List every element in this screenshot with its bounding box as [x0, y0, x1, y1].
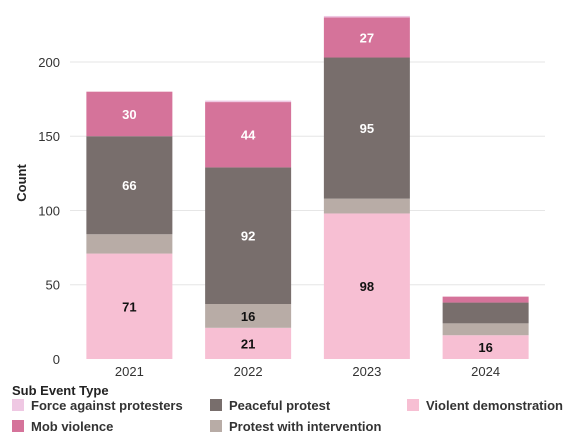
data-label: 66: [122, 178, 136, 193]
legend-item-label: Mob violence: [31, 419, 113, 434]
legend-swatch: [210, 420, 222, 432]
data-label: 30: [122, 107, 136, 122]
x-tick-label: 2022: [234, 364, 263, 379]
y-axis-label: Count: [14, 164, 29, 202]
bar-segment: [323, 57, 410, 199]
data-label: 44: [241, 128, 256, 143]
y-tick-label: 50: [46, 278, 60, 293]
x-axis: 2021 2022 2023 2024: [115, 364, 500, 379]
bar-segment: [86, 91, 173, 137]
bar-segment: [205, 102, 292, 168]
data-label: 21: [241, 336, 255, 351]
data-labels: 71 66 30 21 16 92 44 98 95 27 16: [122, 30, 493, 355]
bar-segment: [86, 234, 173, 254]
data-label: 92: [241, 229, 255, 244]
legend: Sub Event Type Force against protesters P…: [12, 383, 563, 434]
bar-segment: [323, 198, 410, 214]
data-label: 16: [241, 309, 255, 324]
bar-segment: [86, 136, 173, 235]
y-tick-label: 100: [38, 203, 60, 218]
y-tick-label: 200: [38, 55, 60, 70]
bar-segment: [323, 213, 410, 359]
y-tick-label: 0: [53, 352, 60, 367]
bar-segment: [205, 100, 292, 103]
bar-segment: [205, 327, 292, 359]
bar-segment: [442, 323, 529, 336]
bar-segment: [323, 17, 410, 58]
x-tick-label: 2021: [115, 364, 144, 379]
bar-segment: [442, 302, 529, 324]
x-tick-label: 2023: [352, 364, 381, 379]
legend-swatch: [12, 420, 24, 432]
data-label: 71: [122, 299, 136, 314]
data-label: 16: [478, 340, 492, 355]
data-label: 95: [360, 121, 374, 136]
legend-item-label: Violent demonstration: [426, 398, 563, 413]
bar-segment: [442, 296, 529, 303]
y-axis: 0 50 100 150 200: [38, 55, 60, 367]
bar-segment: [323, 15, 410, 18]
legend-swatch: [407, 399, 419, 411]
legend-item-label: Force against protesters: [31, 398, 183, 413]
legend-item-label: Peaceful protest: [229, 398, 331, 413]
bars: [86, 15, 529, 359]
data-label: 98: [360, 279, 374, 294]
data-label: 27: [360, 30, 374, 45]
bar-segment: [205, 304, 292, 328]
bar-segment: [86, 253, 173, 359]
bar-segment: [442, 335, 529, 359]
x-tick-label: 2024: [471, 364, 500, 379]
y-tick-label: 150: [38, 129, 60, 144]
legend-swatch: [210, 399, 222, 411]
legend-title: Sub Event Type: [12, 383, 109, 398]
bar-segment: [205, 167, 292, 305]
legend-swatch: [12, 399, 24, 411]
legend-item-label: Protest with intervention: [229, 419, 381, 434]
